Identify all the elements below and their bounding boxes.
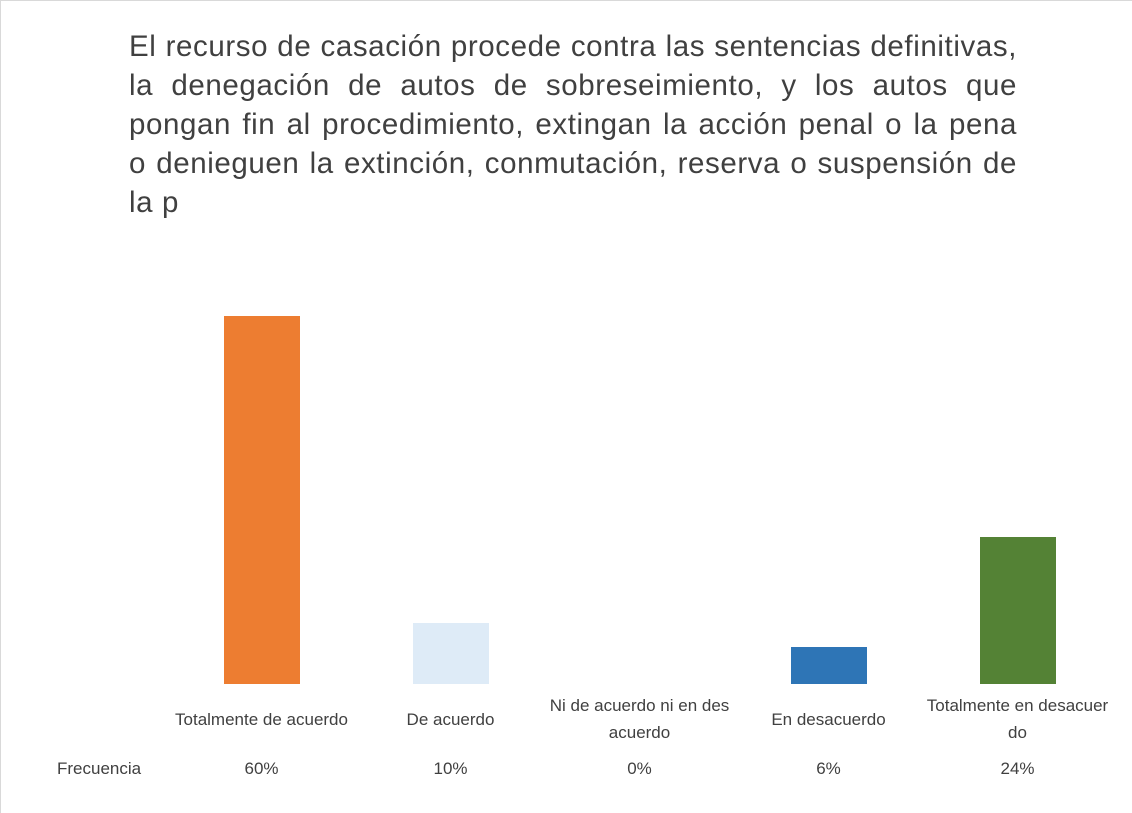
x-tick-label: De acuerdo [406, 709, 495, 729]
bar [412, 622, 489, 684]
data-label: 0% [627, 759, 652, 778]
x-tick-label: Totalmente de acuerdo [175, 709, 348, 729]
data-label: 24% [1000, 759, 1035, 778]
data-label: 6% [816, 759, 841, 778]
x-tick-label: Totalmente en desacuerdo [926, 696, 1109, 742]
bar [979, 536, 1056, 684]
x-tick-label: En desacuerdo [771, 709, 886, 729]
series-name: Frecuencia [57, 759, 142, 778]
data-label: 10% [433, 759, 468, 778]
data-label: 60% [244, 759, 279, 778]
bar [790, 647, 867, 684]
x-tick-label: Ni de acuerdo ni en desacuerdo [549, 696, 730, 742]
chart-title: El recurso de casación procede contra la… [129, 30, 1017, 219]
bar [223, 316, 300, 684]
